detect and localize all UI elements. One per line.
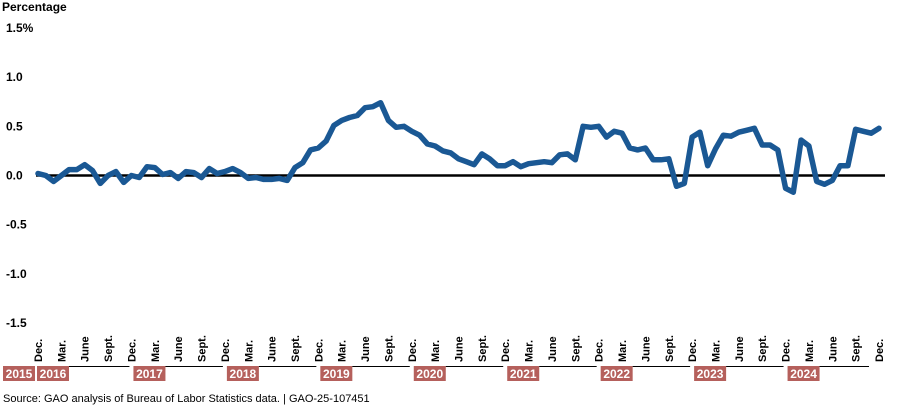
x-tick-labels: Dec. Mar. June Sept. Dec. Mar. June Sept. Dec. Ma… — [33, 335, 886, 362]
year-box — [226, 366, 259, 381]
year-label: 2016 — [37, 366, 69, 381]
x-tick-label: Mar. — [150, 340, 162, 362]
x-tick-label: Sept. — [103, 335, 115, 362]
year-label: 2021 — [507, 366, 540, 381]
x-tick-label: Dec. — [781, 339, 793, 362]
x-tick-label: Dec. — [126, 339, 138, 362]
x-tick-label: Dec. — [594, 339, 606, 362]
source-note: Source: GAO analysis of Bureau of Labor … — [3, 393, 370, 405]
x-tick-label: Mar. — [337, 340, 349, 362]
y-tick-label: 1.0 — [6, 70, 23, 84]
x-tick-label: June — [454, 336, 466, 362]
year-text: 2016 — [40, 367, 67, 381]
x-tick-label: Mar. — [430, 340, 442, 362]
x-tick-label: Mar. — [524, 340, 536, 362]
x-tick-label: Sept. — [477, 335, 489, 362]
y-tick-label: -1.5 — [6, 316, 27, 330]
year-labels: 2015 2016 2017 2018 2019 2020 2021 2022 2023 2024 — [3, 366, 869, 381]
x-tick-label: Mar. — [804, 340, 816, 362]
year-box — [787, 366, 820, 381]
x-tick-label: Dec. — [33, 339, 45, 362]
x-tick-label: June — [547, 336, 559, 362]
x-tick-label: Sept. — [570, 335, 582, 362]
year-text: 2018 — [230, 367, 257, 381]
y-tick-label: 0.5 — [6, 119, 23, 133]
year-text: 2017 — [136, 367, 163, 381]
x-tick-label: Mar. — [243, 340, 255, 362]
x-tick-label: Dec. — [220, 339, 232, 362]
y-tick-label: 1.5% — [6, 21, 34, 35]
x-tick-label: June — [734, 336, 746, 362]
x-tick-label: June — [827, 336, 839, 362]
year-box — [133, 366, 166, 381]
x-tick-label: Sept. — [383, 335, 395, 362]
x-tick-label: Dec. — [313, 339, 325, 362]
year-label: 2015 — [3, 366, 35, 381]
x-tick-label: Mar. — [617, 340, 629, 362]
year-label: 2024 — [787, 366, 820, 381]
y-axis-title: Percentage — [2, 0, 67, 14]
x-tick-label: Mar. — [710, 340, 722, 362]
y-tick-label: -1.0 — [6, 267, 27, 281]
x-tick-label: June — [640, 336, 652, 362]
year-label: 2023 — [694, 366, 727, 381]
x-tick-label: Mar. — [56, 340, 68, 362]
year-label: 2020 — [413, 366, 446, 381]
y-tick-label: -0.5 — [6, 218, 27, 232]
x-tick-label: Sept. — [851, 335, 863, 362]
x-tick-label: June — [360, 336, 372, 362]
x-tick-label: Sept. — [757, 335, 769, 362]
x-tick-label: June — [267, 336, 279, 362]
x-tick-label: Sept. — [664, 335, 676, 362]
year-label: 2022 — [600, 366, 633, 381]
year-text: 2021 — [510, 367, 537, 381]
x-tick-label: Sept. — [197, 335, 209, 362]
y-tick-labels: 1.5% 1.0 0.5 0.0 -0.5 -1.0 -1.5 — [6, 21, 34, 330]
year-box — [600, 366, 633, 381]
year-box — [37, 366, 69, 381]
x-tick-label: Dec. — [407, 339, 419, 362]
year-text: 2024 — [790, 367, 817, 381]
x-tick-label: Dec. — [500, 339, 512, 362]
year-box — [507, 366, 540, 381]
x-tick-label: June — [173, 336, 185, 362]
year-text: 2015 — [6, 367, 33, 381]
series-line — [35, 99, 882, 195]
year-box — [320, 366, 353, 381]
year-box — [694, 366, 727, 381]
series-group — [35, 99, 882, 195]
x-tick-label: June — [80, 336, 92, 362]
x-tick-label: Dec. — [874, 339, 886, 362]
year-text: 2023 — [697, 367, 724, 381]
year-text: 2022 — [603, 367, 630, 381]
year-text: 2019 — [323, 367, 350, 381]
year-label: 2017 — [133, 366, 166, 381]
year-label: 2018 — [226, 366, 259, 381]
line-chart: Percentage 1.5% 1.0 0.5 0.0 -0.5 -1.0 -1.5 Dec… — [2, 0, 886, 381]
year-box — [413, 366, 446, 381]
y-tick-label: 0.0 — [6, 169, 23, 183]
year-label: 2019 — [320, 366, 353, 381]
year-box — [3, 366, 35, 381]
x-tick-label: Sept. — [290, 335, 302, 362]
year-text: 2020 — [416, 367, 443, 381]
x-tick-label: Dec. — [687, 339, 699, 362]
